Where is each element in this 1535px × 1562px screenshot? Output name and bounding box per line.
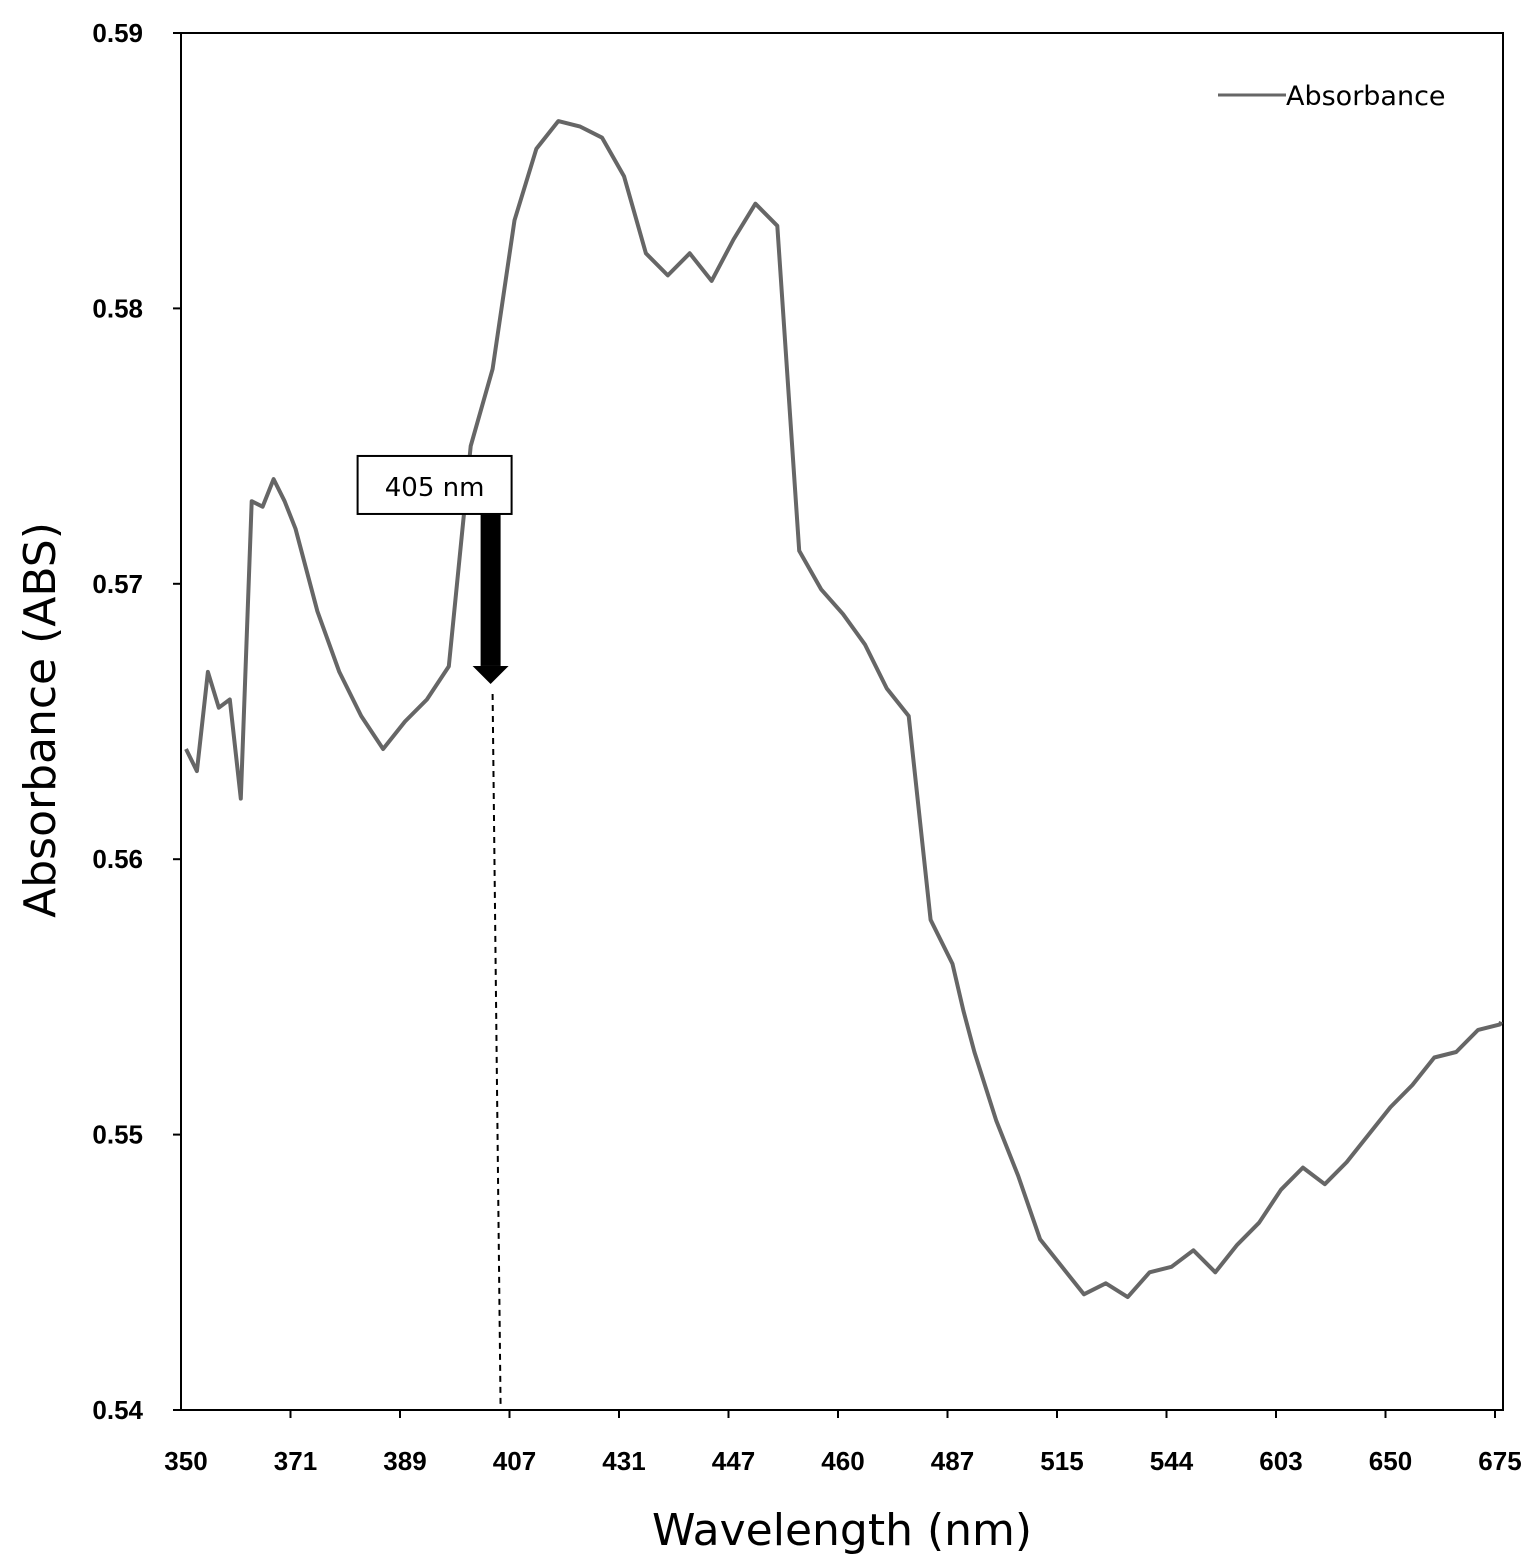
y-axis: 0.54 0.55 0.56 0.57 0.58 0.59 — [92, 18, 181, 1425]
annotation-box — [356, 454, 513, 515]
plot-area-frame — [180, 32, 1504, 1411]
x-tick-label: 460 — [821, 1446, 864, 1476]
x-tick-label: 371 — [274, 1446, 317, 1476]
y-tick-label: 0.55 — [92, 1120, 143, 1150]
x-tick-label: 350 — [164, 1446, 207, 1476]
x-axis-title: Wavelength (nm) — [652, 1505, 1032, 1556]
annotation-arrow-shaft — [480, 513, 501, 666]
x-tick-label: 389 — [383, 1446, 426, 1476]
x-tick-label: 675 — [1478, 1446, 1521, 1476]
x-tick-label: 407 — [493, 1446, 536, 1476]
series-line-absorbance — [184, 119, 1503, 1300]
annotation-dashed-line — [491, 693, 502, 1409]
annotation-label: 405 nm — [385, 473, 485, 503]
x-tick-label: 515 — [1040, 1446, 1083, 1476]
y-tick-label: 0.56 — [92, 844, 143, 874]
y-tick-label: 0.58 — [92, 293, 143, 323]
legend: Absorbance — [1218, 81, 1446, 112]
x-tick-label: 447 — [712, 1446, 755, 1476]
y-tick-label: 0.54 — [92, 1395, 143, 1425]
x-tick-label: 487 — [931, 1446, 974, 1476]
y-tick-label: 0.57 — [92, 569, 143, 599]
y-tick-label: 0.59 — [92, 18, 143, 48]
y-axis-title: Absorbance (ABS) — [15, 522, 66, 918]
x-tick-label: 650 — [1369, 1446, 1412, 1476]
x-tick-label: 431 — [602, 1446, 645, 1476]
x-tick-label: 544 — [1150, 1446, 1194, 1476]
annotation-405nm: 405 nm — [356, 454, 513, 1409]
x-tick-label: 603 — [1259, 1446, 1302, 1476]
x-axis: 350 371 389 407 431 447 460 487 515 544 603 650 675 — [164, 1410, 1522, 1476]
legend-entry-absorbance: Absorbance — [1286, 81, 1446, 112]
annotation-arrow-head — [472, 665, 509, 684]
